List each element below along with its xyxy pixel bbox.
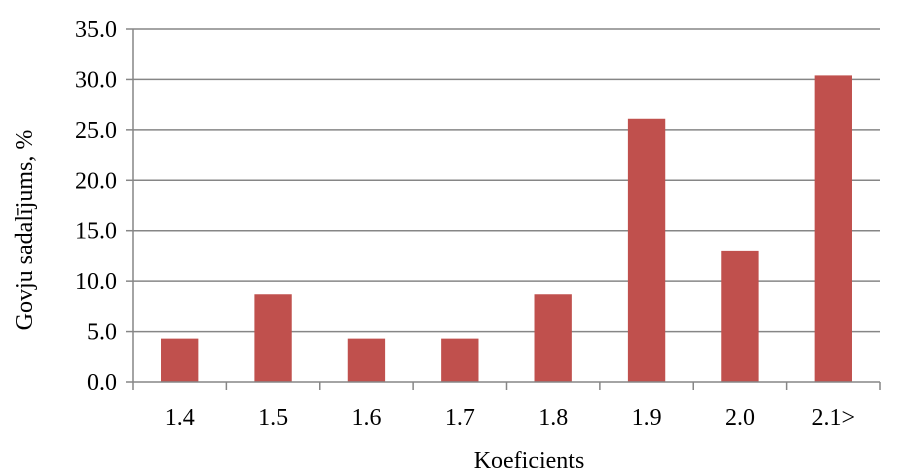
x-tick-label: 1.8	[538, 405, 568, 431]
y-axis-tick-labels: 0.0 5.0 10.0 15.0 20.0 25.0 30.0 35.0	[75, 17, 117, 396]
bar-1.7	[441, 339, 478, 382]
x-tick-label: 1.5	[258, 405, 288, 431]
bar-1.5	[254, 294, 291, 382]
y-tick-label: 25.0	[75, 118, 117, 144]
x-tick-label: 2.1>	[812, 405, 856, 431]
bar-2.1>	[815, 75, 852, 382]
y-tick-label: 30.0	[75, 67, 117, 93]
y-axis-title: Govju sadalījums, %	[12, 130, 38, 331]
bar-1.9	[628, 119, 665, 382]
y-tick-label: 5.0	[87, 320, 117, 346]
x-axis-title: Koeficients	[474, 448, 585, 474]
x-tick-label: 1.7	[445, 405, 475, 431]
gridlines	[126, 29, 880, 382]
x-axis-tick-labels: 1.4 1.5 1.6 1.7 1.8 1.9 2.0 2.1>	[165, 405, 855, 431]
x-tick-label: 1.9	[632, 405, 662, 431]
x-tick-label: 2.0	[725, 405, 755, 431]
bar-1.6	[348, 339, 385, 382]
y-tick-label: 10.0	[75, 269, 117, 295]
x-tick-label: 1.6	[351, 405, 381, 431]
x-tick-label: 1.4	[165, 405, 195, 431]
bars	[161, 75, 852, 382]
bar-1.8	[535, 294, 572, 382]
bar-2.0	[721, 251, 758, 382]
y-tick-label: 15.0	[75, 219, 117, 245]
y-tick-label: 20.0	[75, 168, 117, 194]
bar-1.4	[161, 339, 198, 382]
y-tick-label: 0.0	[87, 370, 117, 396]
x-axis	[133, 382, 880, 390]
y-tick-label: 35.0	[75, 17, 117, 43]
